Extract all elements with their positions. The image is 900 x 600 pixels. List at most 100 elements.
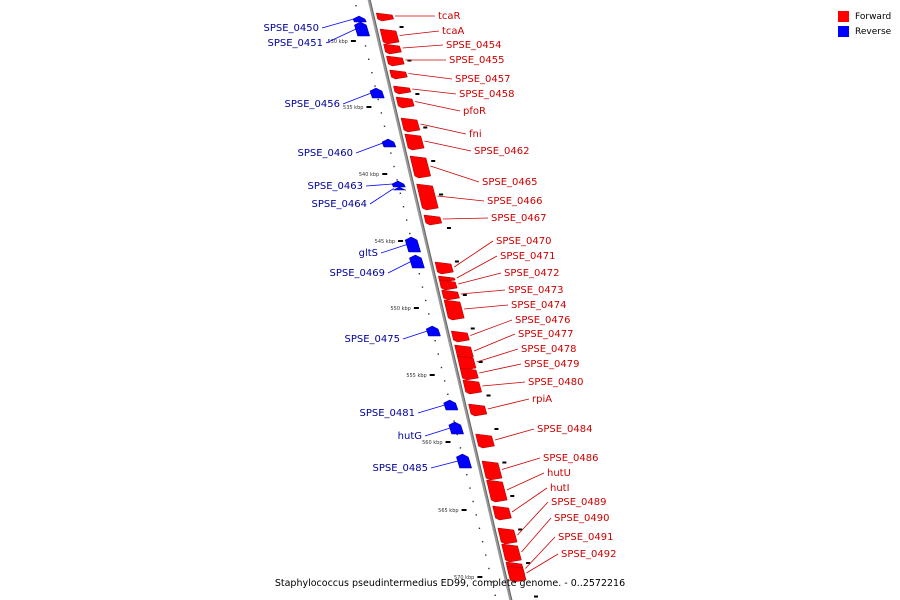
forward-gene-block <box>379 28 400 45</box>
legend-forward: Forward <box>838 9 891 24</box>
reverse-gene-leader <box>342 92 372 105</box>
forward-gene-block <box>506 565 527 583</box>
minor-tick <box>421 286 424 288</box>
reverse-gene-label: SPSE_0485 <box>373 463 429 474</box>
forward-gene-block <box>395 96 415 109</box>
minor-tick <box>440 366 443 369</box>
forward-gene-label: hutI <box>550 483 570 494</box>
minor-tick <box>374 85 376 87</box>
reverse-gene-block <box>352 15 367 23</box>
kbp-tick-label: 530 kbp <box>327 39 347 45</box>
reverse-gene-block <box>425 325 441 337</box>
forward-gene-leader <box>458 272 502 285</box>
forward-gene-block <box>481 460 503 481</box>
minor-tick <box>355 5 357 7</box>
forward-gene-label: SPSE_0466 <box>487 196 543 207</box>
forward-gene-leader <box>464 304 509 310</box>
forward-gene-label: hutU <box>547 468 571 479</box>
minor-tick <box>418 273 421 275</box>
reverse-gene-label: SPSE_0463 <box>308 181 364 192</box>
reverse-gene-block <box>404 236 422 253</box>
forward-gene-block <box>383 43 402 55</box>
legend-reverse: Reverse <box>838 24 891 39</box>
minor-tick <box>380 112 383 114</box>
reverse-gene-leader <box>424 427 451 437</box>
forward-gene-block <box>423 214 443 226</box>
forward-gene-leader <box>424 140 472 152</box>
reverse-gene-block <box>369 87 385 99</box>
forward-gene-label: SPSE_0473 <box>508 285 564 296</box>
forward-gene-label: SPSE_0489 <box>551 497 607 508</box>
minor-tick <box>443 380 446 382</box>
forward-gene-label: SPSE_0471 <box>500 251 556 262</box>
reverse-gene-block <box>409 254 425 269</box>
reverse-gene-label: SPSE_0460 <box>298 148 354 159</box>
forward-gene-block <box>492 505 512 521</box>
minor-tick <box>390 152 392 154</box>
forward-gene-label: SPSE_0479 <box>524 359 580 370</box>
forward-gene-block <box>486 479 508 503</box>
reverse-gene-leader <box>417 404 445 414</box>
forward-gene-leader <box>517 501 549 536</box>
forward-gene-leader <box>412 88 457 95</box>
forward-gene-leader <box>453 240 494 268</box>
minor-tick <box>402 206 405 208</box>
reverse-gene-label: SPSE_0450 <box>264 23 320 34</box>
forward-gene-leader <box>442 217 489 220</box>
forward-gene-label: SPSE_0454 <box>446 40 502 51</box>
minor-tick <box>494 594 496 596</box>
forward-gene-leader <box>501 457 541 470</box>
forward-gene-block <box>501 543 522 563</box>
forward-gene-leader <box>476 348 519 363</box>
minor-tick <box>368 58 370 60</box>
forward-gene-leader <box>437 195 485 202</box>
minor-tick <box>478 527 481 529</box>
reverse-gene-label: SPSE_0475 <box>345 334 401 345</box>
forward-gene-leader <box>430 165 480 183</box>
forward-gene-leader <box>470 319 513 336</box>
reverse-gene-block <box>354 21 371 37</box>
minor-tick <box>396 179 398 181</box>
forward-gene-leader <box>506 472 545 491</box>
minor-tick <box>491 581 493 583</box>
forward-gene-block <box>400 117 421 133</box>
reverse-gene-leader <box>355 142 384 154</box>
legend-forward-label: Forward <box>855 11 892 22</box>
forward-gene-leader <box>460 289 506 295</box>
minor-tick <box>377 98 379 101</box>
kbp-tick-label: 565 kbp <box>438 508 458 514</box>
minor-tick <box>428 313 430 315</box>
minor-tick <box>405 219 408 221</box>
reverse-gene-leader <box>321 18 354 29</box>
reverse-gene-block <box>443 399 459 411</box>
forward-gene-block <box>409 155 432 179</box>
reverse-gene-block <box>381 138 397 148</box>
forward-gene-block <box>393 85 412 95</box>
minor-tick <box>383 125 386 127</box>
forward-gene-label: SPSE_0457 <box>455 74 511 85</box>
forward-gene-block <box>443 299 465 321</box>
minor-tick <box>469 487 471 489</box>
forward-gene-leader <box>402 44 444 49</box>
forward-gene-label: rpiA <box>532 394 552 405</box>
reverse-gene-label: SPSE_0464 <box>312 199 368 210</box>
forward-gene-leader <box>511 487 548 513</box>
reverse-gene-leader <box>325 28 357 44</box>
minor-tick <box>488 567 490 570</box>
forward-gene-label: SPSE_0467 <box>491 213 547 224</box>
reverse-gene-block <box>391 180 406 188</box>
reverse-gene-block <box>393 186 407 191</box>
kbp-tick-label: 555 kbp <box>406 373 426 379</box>
minor-tick <box>409 232 411 235</box>
forward-gene-block <box>441 289 460 301</box>
legend-reverse-swatch <box>838 26 849 37</box>
reverse-gene-label: SPSE_0469 <box>330 268 386 279</box>
forward-gene-label: SPSE_0492 <box>561 549 617 560</box>
minor-tick <box>424 299 427 302</box>
forward-gene-block <box>497 527 518 545</box>
kbp-tick-label: 550 kbp <box>390 306 410 312</box>
forward-gene-leader <box>525 536 556 569</box>
forward-gene-label: SPSE_0465 <box>482 177 538 188</box>
forward-gene-block <box>386 55 405 67</box>
forward-gene-block <box>475 433 495 449</box>
